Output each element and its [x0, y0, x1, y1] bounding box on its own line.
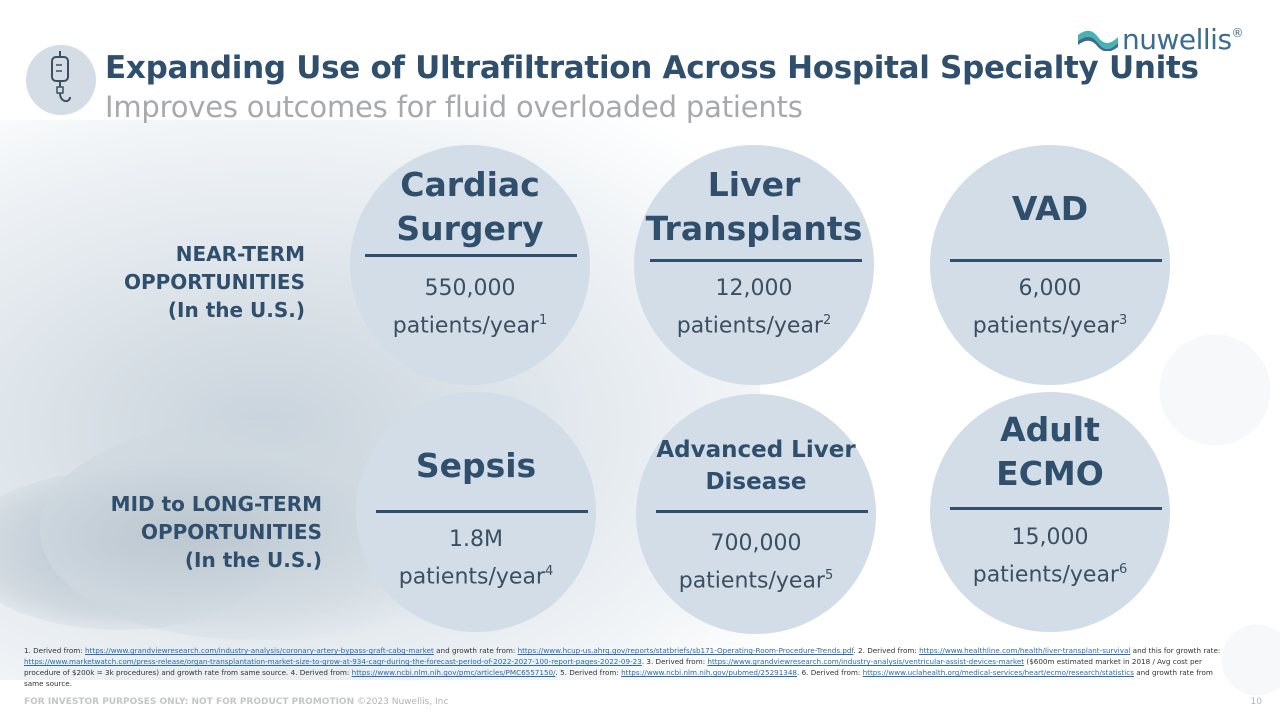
opportunity-circle-liver-transplants: Liver Transplants 12,000 patients/year2	[634, 145, 874, 385]
divider	[656, 510, 868, 513]
divider	[365, 254, 577, 257]
footnote-link-6[interactable]: https://www.uclahealth.org/medical-servi…	[862, 668, 1134, 677]
opportunity-name: Cardiac Surgery	[396, 165, 544, 248]
iv-bag-icon	[26, 45, 96, 115]
opportunity-circle-sepsis: Sepsis 1.8M patients/year4	[356, 392, 596, 632]
opportunity-circle-adult-ecmo: Adult ECMO 15,000 patients/year6	[930, 392, 1170, 632]
opportunity-circle-vad: VAD 6,000 patients/year3	[930, 145, 1170, 385]
registered-mark: ®	[1231, 26, 1244, 40]
opportunity-circle-cardiac-surgery: Cardiac Surgery 550,000 patients/year1	[350, 145, 590, 385]
opportunity-name: Liver Transplants	[645, 165, 863, 248]
mid-long-term-label: MID to LONG-TERM OPPORTUNITIES (In the U…	[110, 492, 322, 572]
divider	[376, 510, 588, 513]
page-number: 10	[1250, 697, 1262, 707]
opportunity-name: Advanced Liver Disease	[656, 437, 856, 495]
opportunity-name: VAD	[1011, 189, 1089, 228]
opportunity-count: 1.8M patients/year4	[398, 527, 554, 590]
footnote-link-5[interactable]: https://www.ncbi.nlm.nih.gov/pubmed/2529…	[621, 668, 798, 677]
footnote-link-2a[interactable]: https://www.healthline.com/health/liver-…	[919, 646, 1131, 655]
footnotes: 1. Derived from: https://www.grandviewre…	[24, 646, 1221, 688]
footnote-link-4[interactable]: https://www.ncbi.nlm.nih.gov/pmc/article…	[351, 668, 556, 677]
opportunity-name: Adult ECMO	[996, 410, 1104, 493]
footer-disclaimer: FOR INVESTOR PURPOSES ONLY: NOT FOR PROD…	[24, 697, 449, 707]
footer-copyright: ©2023 Nuwellis, Inc	[354, 697, 449, 707]
divider	[950, 259, 1162, 262]
near-term-label: NEAR-TERM OPPORTUNITIES (In the U.S.)	[123, 242, 305, 322]
opportunity-count: 6,000 patients/year3	[972, 276, 1128, 339]
page-subtitle: Improves outcomes for fluid overloaded p…	[105, 90, 803, 124]
opportunity-count: 15,000 patients/year6	[972, 525, 1128, 588]
opportunity-count: 700,000 patients/year5	[678, 531, 834, 594]
opportunity-circle-advanced-liver-disease: Advanced Liver Disease 700,000 patients/…	[636, 394, 876, 634]
divider	[950, 507, 1162, 510]
opportunity-count: 550,000 patients/year1	[392, 276, 548, 339]
divider	[650, 259, 862, 262]
logo-wordmark: nuwellis	[1122, 22, 1232, 56]
footnote-link-1b[interactable]: https://www.hcup-us.ahrq.gov/reports/sta…	[517, 646, 854, 655]
wave-logo-icon	[1078, 30, 1118, 51]
opportunity-name: Sepsis	[415, 446, 537, 485]
opportunity-count: 12,000 patients/year2	[676, 276, 832, 339]
nuwellis-logo: nuwellis ®	[1078, 22, 1244, 56]
footnote-link-3[interactable]: https://www.grandviewresearch.com/indust…	[707, 657, 1025, 666]
footnote-link-1a[interactable]: https://www.grandviewresearch.com/indust…	[85, 646, 434, 655]
page-title: Expanding Use of Ultrafiltration Across …	[105, 50, 1199, 86]
footnote-link-2b[interactable]: https://www.marketwatch.com/press-releas…	[24, 657, 642, 666]
